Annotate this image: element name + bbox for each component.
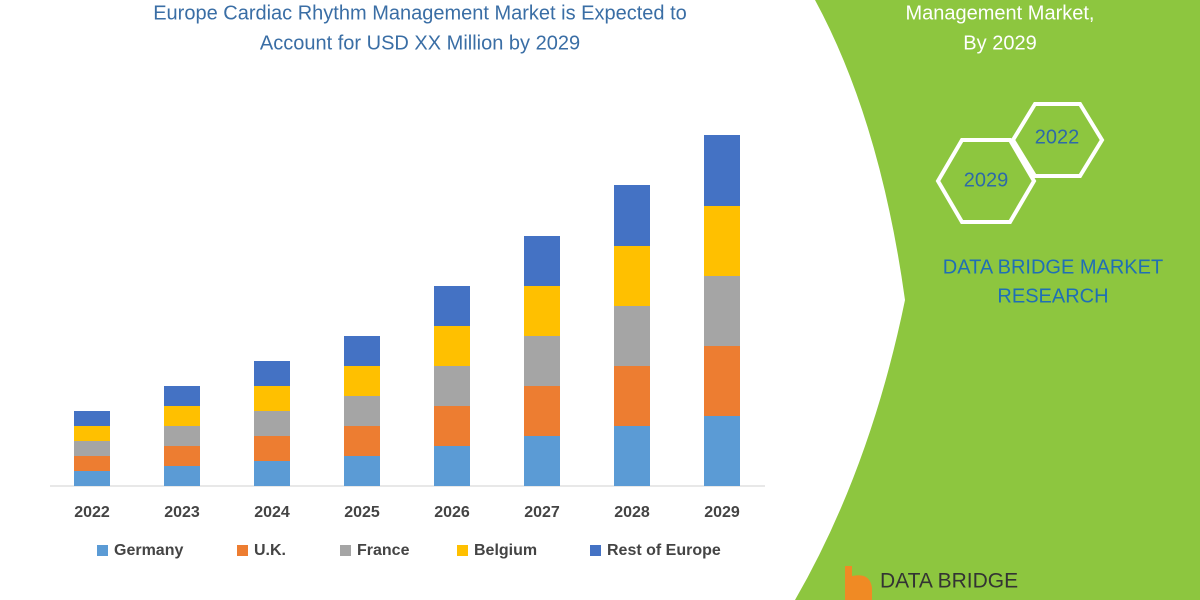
legend-swatch [590,545,601,556]
bar-segment [164,386,200,406]
legend-label: France [357,542,410,559]
bar-segment [434,446,470,486]
bar-segment [344,456,380,486]
chart-title: Account for USD XX Million by 2029 [260,32,580,54]
legend-label: U.K. [254,542,286,559]
bar-segment [434,326,470,366]
bar-segment [74,441,110,456]
x-tick-label: 2029 [704,504,740,521]
legend-swatch [97,545,108,556]
bar-segment [434,286,470,326]
brand-text: DATA BRIDGE MARKET [943,256,1163,278]
bar-segment [344,396,380,426]
bar-segment [524,436,560,486]
x-tick-label: 2022 [74,504,110,521]
hexagon [935,138,1037,224]
bar-segment [524,286,560,336]
legend-swatch [237,545,248,556]
x-tick-label: 2025 [344,504,380,521]
bar-segment [254,386,290,411]
bar-segment [524,386,560,436]
bar-segment [704,276,740,346]
bar-segment [614,366,650,426]
bar-segment [614,306,650,366]
green-panel [795,0,1200,600]
x-tick-label: 2026 [434,504,470,521]
bar-segment [164,406,200,426]
bar-segment [524,236,560,286]
bar-segment [614,426,650,486]
panel-heading: Management Market, [906,2,1095,24]
bar-segment [704,206,740,276]
legend-swatch [340,545,351,556]
bar-segment [344,336,380,366]
legend-label: Belgium [474,542,537,559]
logo-text: DATA BRIDGE [880,570,1018,593]
bar-segment [164,446,200,466]
bar-segment [434,366,470,406]
bar-segment [74,456,110,471]
hexagon-label: 2022 [1035,126,1080,148]
brand-text: RESEARCH [997,285,1108,307]
bar-segment [254,411,290,436]
x-tick-label: 2028 [614,504,650,521]
bar-segment [344,366,380,396]
panel-heading: By 2029 [963,32,1036,54]
x-tick-label: 2027 [524,504,560,521]
hexagon-label: 2029 [964,169,1009,191]
bar-segment [704,346,740,416]
bar-segment [524,336,560,386]
bar-segment [344,426,380,456]
hexagon [1010,102,1105,178]
bar-segment [74,471,110,486]
bar-segment [164,426,200,446]
legend-label: Rest of Europe [607,542,721,559]
logo-icon [845,566,872,600]
bar-segment [164,466,200,486]
bar-segment [614,246,650,306]
x-tick-label: 2023 [164,504,200,521]
bar-segment [254,461,290,486]
legend-label: Germany [114,542,183,559]
chart-title: Europe Cardiac Rhythm Management Market … [153,2,687,24]
bar-segment [74,411,110,426]
bar-segment [434,406,470,446]
bar-segment [704,416,740,486]
legend-swatch [457,545,468,556]
bar-segment [74,426,110,441]
bar-segment [254,436,290,461]
x-tick-label: 2024 [254,504,290,521]
bar-segment [704,135,740,206]
bar-segment [254,361,290,386]
bar-segment [614,185,650,246]
